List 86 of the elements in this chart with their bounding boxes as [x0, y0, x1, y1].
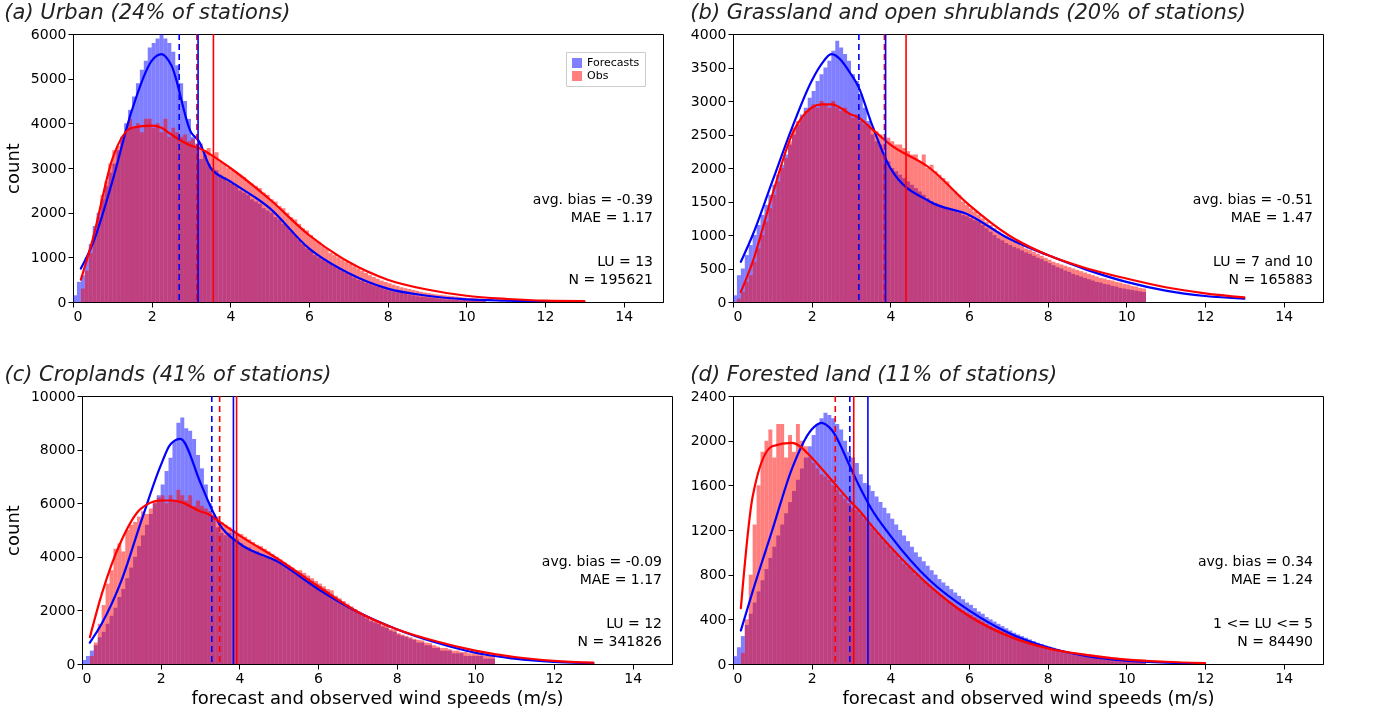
x-tick-label: 4 — [226, 307, 236, 324]
y-tick-label: 5000 — [30, 70, 67, 87]
x-tick-label: 0 — [733, 669, 743, 686]
x-tick-label: 14 — [615, 307, 634, 324]
y-tick-label: 3500 — [690, 59, 727, 75]
x-tick-label: 8 — [1043, 669, 1053, 686]
annotation: 1 <= LU <= 5 — [1213, 615, 1313, 631]
x-tick-label: 6 — [965, 669, 975, 686]
annotation: LU = 13 — [597, 253, 653, 269]
x-tick-label: 12 — [1196, 669, 1215, 686]
y-tick-label: 3000 — [690, 92, 727, 109]
x-tick-label: 2 — [147, 307, 157, 324]
annotation: MAE = 1.17 — [570, 209, 653, 226]
x-tick-label: 4 — [235, 669, 245, 686]
x-tick-label: 12 — [1196, 307, 1215, 324]
y-tick-label: 10000 — [30, 387, 76, 404]
y-tick-label: 500 — [699, 260, 727, 276]
x-tick-label: 14 — [1275, 307, 1294, 324]
y-tick-label: 3000 — [30, 159, 67, 176]
y-tick-label: 1600 — [690, 476, 727, 493]
chart-title: (b) Grassland and open shrublands (20% of stations) — [690, 0, 1247, 24]
x-tick-label: 10 — [1117, 669, 1136, 686]
x-tick-label: 8 — [1043, 307, 1053, 324]
annotation: avg. bias = 0.34 — [1197, 553, 1314, 570]
x-tick-label: 10 — [466, 669, 485, 686]
y-tick-label: 0 — [717, 293, 727, 310]
chart-title: (d) Forested land (11% of stations) — [690, 362, 1058, 386]
annotation: N = 84490 — [1237, 633, 1313, 649]
y-tick-label: 1000 — [690, 226, 727, 243]
y-tick-label: 2500 — [690, 126, 727, 142]
x-tick-label: 6 — [314, 669, 324, 686]
y-tick-label: 0 — [717, 655, 727, 672]
annotation: MAE = 1.47 — [1230, 209, 1313, 226]
y-tick-label: 400 — [699, 610, 727, 627]
y-tick-label: 8000 — [39, 441, 76, 458]
y-tick-label: 0 — [66, 655, 76, 672]
x-tick-label: 10 — [1117, 307, 1136, 324]
x-tick-label: 6 — [965, 307, 975, 324]
y-tick-label: 4000 — [39, 548, 76, 565]
annotation: LU = 12 — [606, 615, 662, 631]
y-tick-label: 1000 — [30, 248, 67, 265]
y-tick-label: 4000 — [30, 114, 67, 131]
x-axis-title: forecast and observed wind speeds (m/s) — [191, 686, 564, 708]
x-tick-label: 6 — [305, 307, 315, 324]
x-tick-label: 14 — [624, 669, 643, 686]
chart-title: (a) Urban (24% of stations) — [4, 0, 291, 24]
y-tick-label: 0 — [57, 293, 67, 310]
x-tick-label: 0 — [733, 307, 743, 324]
x-tick-label: 8 — [392, 669, 402, 686]
annotation: avg. bias = -0.09 — [541, 553, 662, 570]
annotation: avg. bias = -0.51 — [1192, 191, 1313, 208]
y-tick-label: 2000 — [30, 204, 67, 221]
x-axis-title: forecast and observed wind speeds (m/s) — [842, 686, 1215, 708]
x-tick-label: 0 — [82, 669, 92, 686]
y-tick-label: 6000 — [39, 494, 76, 511]
x-tick-label: 2 — [156, 669, 166, 686]
x-tick-label: 8 — [383, 307, 393, 324]
y-tick-label: 2400 — [690, 387, 727, 404]
x-tick-label: 12 — [545, 669, 564, 686]
y-tick-label: 4000 — [690, 25, 727, 42]
x-tick-label: 2 — [807, 669, 817, 686]
annotation: N = 195621 — [568, 271, 653, 287]
y-axis-title: count — [1, 143, 23, 194]
x-tick-label: 14 — [1275, 669, 1294, 686]
annotation: N = 165883 — [1228, 271, 1313, 287]
y-tick-label: 2000 — [690, 432, 727, 449]
y-tick-label: 800 — [699, 566, 727, 583]
y-tick-label: 2000 — [690, 159, 727, 176]
legend-label: Forecasts — [587, 56, 640, 69]
annotation: MAE = 1.17 — [579, 571, 662, 588]
x-tick-label: 2 — [807, 307, 817, 324]
chart-title: (c) Croplands (41% of stations) — [4, 362, 332, 386]
x-tick-label: 10 — [457, 307, 476, 324]
y-axis-title: count — [1, 505, 23, 556]
y-tick-label: 1500 — [690, 193, 727, 209]
y-tick-label: 1200 — [690, 521, 727, 538]
x-tick-label: 4 — [886, 307, 896, 324]
legend-label: Obs — [587, 69, 609, 82]
x-tick-label: 12 — [536, 307, 555, 324]
y-tick-label: 2000 — [39, 601, 76, 618]
annotation: MAE = 1.24 — [1230, 571, 1314, 588]
annotation: N = 341826 — [577, 633, 663, 649]
annotation: avg. bias = -0.39 — [532, 191, 653, 208]
y-tick-label: 6000 — [30, 25, 67, 42]
x-tick-label: 4 — [886, 669, 896, 686]
annotation: LU = 7 and 10 — [1213, 253, 1313, 269]
